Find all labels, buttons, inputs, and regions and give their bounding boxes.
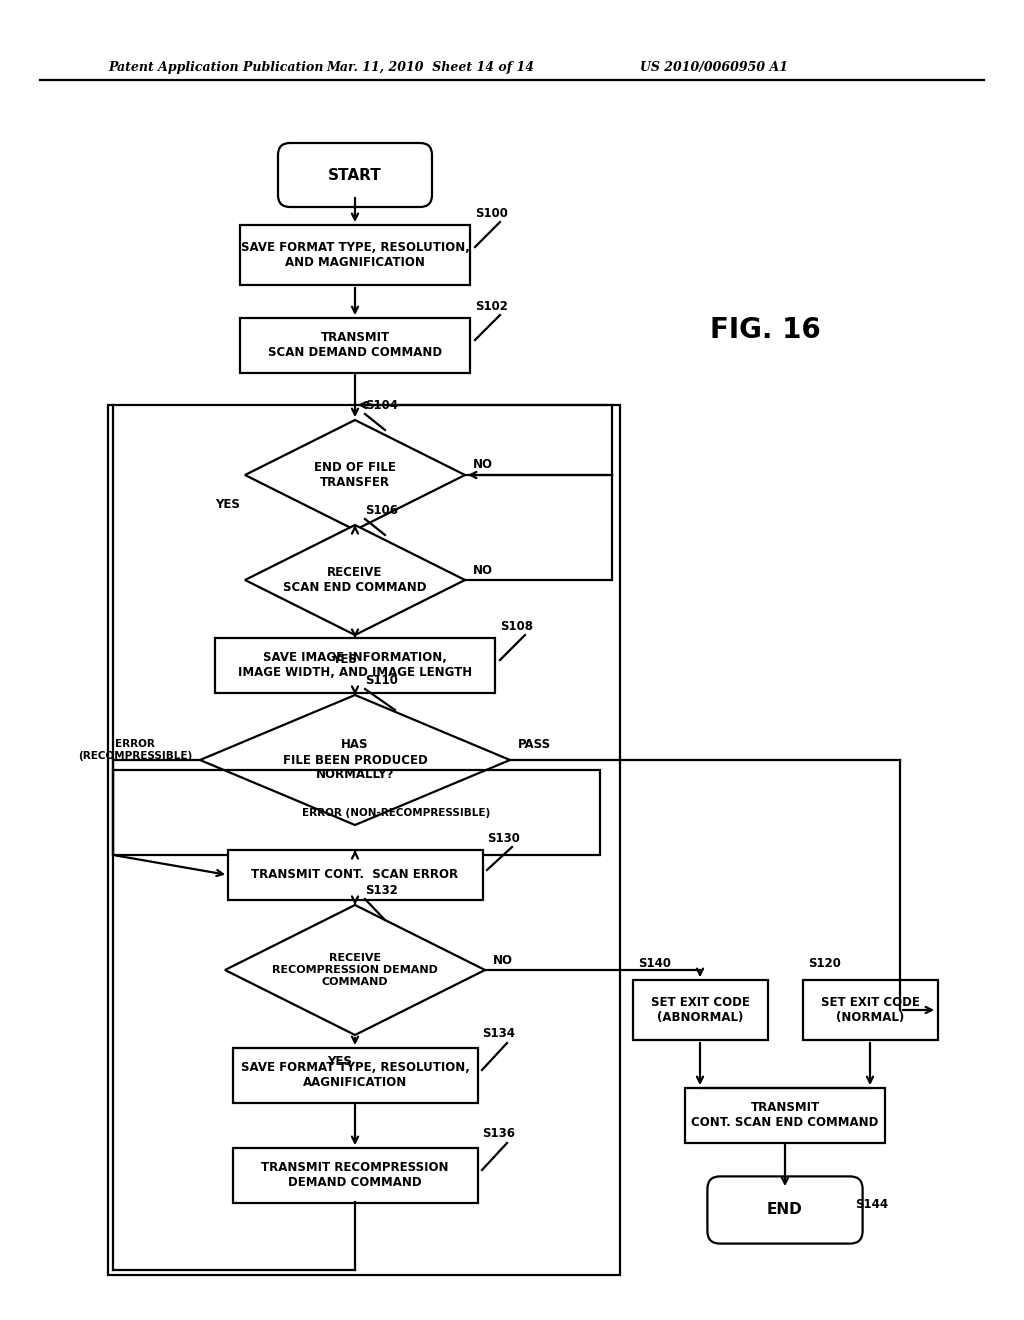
Text: START: START [328,168,382,182]
Text: S144: S144 [855,1199,888,1212]
Bar [240,318,470,372]
Bar [685,1088,885,1143]
Text: S130: S130 [487,832,520,845]
Polygon shape [200,696,510,825]
Text: SAVE IMAGE INFORMATION,
IMAGE WIDTH, AND IMAGE LENGTH: SAVE IMAGE INFORMATION, IMAGE WIDTH, AND… [238,651,472,678]
Text: S136: S136 [482,1127,515,1140]
Text: TRANSMIT
CONT. SCAN END COMMAND: TRANSMIT CONT. SCAN END COMMAND [691,1101,879,1129]
Text: SET EXIT CODE
(NORMAL): SET EXIT CODE (NORMAL) [820,997,920,1024]
Polygon shape [225,906,485,1035]
Bar [227,850,482,900]
Bar [232,1147,477,1203]
Polygon shape [245,420,465,531]
Bar [215,638,495,693]
Text: YES: YES [328,1055,352,1068]
Text: END: END [767,1203,803,1217]
Text: S140: S140 [638,957,671,970]
Text: HAS
FILE BEEN PRODUCED
NORMALLY?: HAS FILE BEEN PRODUCED NORMALLY? [283,738,427,781]
Bar [108,405,620,1275]
Text: TRANSMIT CONT.  SCAN ERROR: TRANSMIT CONT. SCAN ERROR [252,869,459,882]
Text: TRANSMIT
SCAN DEMAND COMMAND: TRANSMIT SCAN DEMAND COMMAND [268,331,442,359]
Text: YES: YES [333,653,357,667]
Text: PASS: PASS [518,738,551,751]
Bar [803,979,938,1040]
Text: S120: S120 [808,957,841,970]
Text: SAVE FORMAT TYPE, RESOLUTION,
AND MAGNIFICATION: SAVE FORMAT TYPE, RESOLUTION, AND MAGNIF… [241,242,469,269]
Bar [633,979,768,1040]
Text: US 2010/0060950 A1: US 2010/0060950 A1 [640,61,788,74]
Text: Patent Application Publication: Patent Application Publication [108,61,324,74]
Text: END OF FILE
TRANSFER: END OF FILE TRANSFER [314,461,396,488]
Polygon shape [245,525,465,635]
Text: ERROR (NON-RECOMPRESSIBLE): ERROR (NON-RECOMPRESSIBLE) [302,808,490,817]
Text: SAVE FORMAT TYPE, RESOLUTION,
AAGNIFICATION: SAVE FORMAT TYPE, RESOLUTION, AAGNIFICAT… [241,1061,469,1089]
Text: SET EXIT CODE
(ABNORMAL): SET EXIT CODE (ABNORMAL) [650,997,750,1024]
Text: S134: S134 [482,1027,515,1040]
Text: S108: S108 [500,620,534,634]
Text: RECEIVE
RECOMPRESSION DEMAND
COMMAND: RECEIVE RECOMPRESSION DEMAND COMMAND [272,953,438,986]
Text: YES: YES [215,499,240,511]
Text: S132: S132 [365,884,398,898]
Text: S100: S100 [475,207,508,220]
Bar [240,224,470,285]
Bar [113,770,600,855]
Text: RECEIVE
SCAN END COMMAND: RECEIVE SCAN END COMMAND [284,566,427,594]
Bar [232,1048,477,1102]
Text: S102: S102 [475,300,508,313]
Text: NO: NO [493,953,513,966]
Text: FIG. 16: FIG. 16 [710,315,821,345]
Text: NO: NO [473,564,493,577]
Text: TRANSMIT RECOMPRESSION
DEMAND COMMAND: TRANSMIT RECOMPRESSION DEMAND COMMAND [261,1162,449,1189]
Text: ERROR
(RECOMPRESSIBLE): ERROR (RECOMPRESSIBLE) [78,739,193,760]
FancyBboxPatch shape [278,143,432,207]
FancyBboxPatch shape [708,1176,862,1243]
Text: S106: S106 [365,504,398,517]
Text: NO: NO [473,458,493,471]
Text: Mar. 11, 2010  Sheet 14 of 14: Mar. 11, 2010 Sheet 14 of 14 [326,61,534,74]
Text: S110: S110 [365,675,398,686]
Text: S104: S104 [365,399,398,412]
